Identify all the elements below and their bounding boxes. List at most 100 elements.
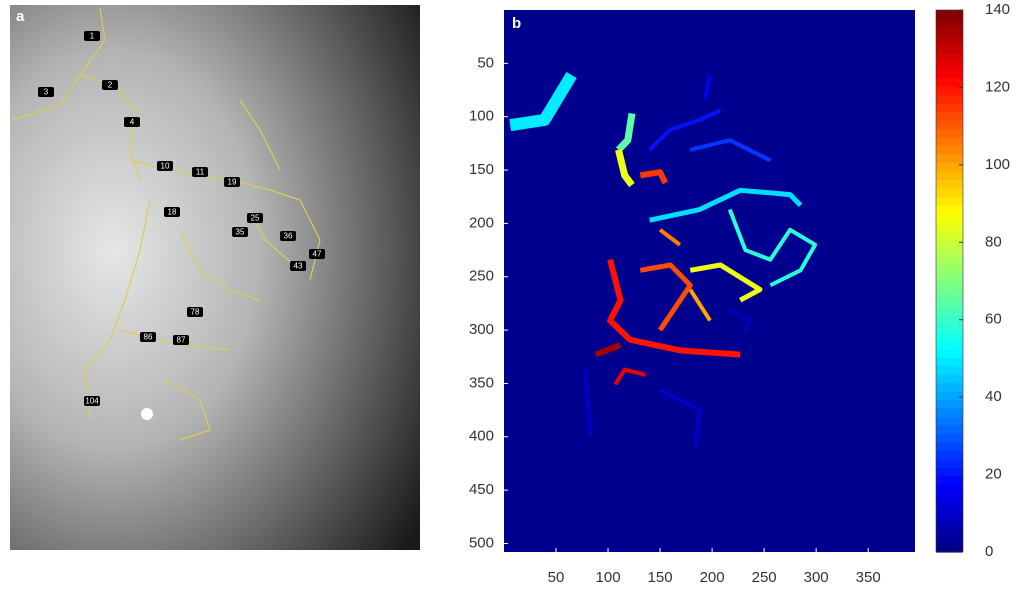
colorbar-tick-label: 20 <box>985 466 1002 483</box>
colorbar-swatch <box>936 111 963 121</box>
colorbar-swatch <box>936 264 963 274</box>
panel-b: b50 100 150 200 250 300 3505010015020025030035… <box>469 1 1010 586</box>
colorbar-swatch <box>936 137 963 147</box>
node-label-text: 47 <box>313 250 322 259</box>
y-tick-label: 500 <box>469 534 494 551</box>
x-tick-label: 100 <box>596 569 621 586</box>
node-label-box <box>84 396 100 406</box>
trace <box>689 262 763 303</box>
trace <box>649 187 803 223</box>
trace <box>727 208 818 288</box>
colorbar-swatch <box>936 484 963 494</box>
colorbar-tick-label: 80 <box>985 233 1002 250</box>
colorbar-swatch <box>936 60 963 70</box>
colorbar-swatch <box>936 170 963 180</box>
y-tick-label: 150 <box>469 161 494 178</box>
colorbar-swatch <box>936 306 963 316</box>
y-tick-label: 200 <box>469 214 494 231</box>
trace <box>702 74 712 101</box>
colorbar-tick-label: 100 <box>985 156 1010 173</box>
node-label-box <box>38 87 54 97</box>
y-tick-label: 50 <box>477 54 494 71</box>
node-label-text: 86 <box>144 333 153 342</box>
colorbar-swatch <box>936 543 963 553</box>
colorbar-tick-label: 120 <box>985 78 1010 95</box>
trace <box>659 388 702 446</box>
colorbar-swatch <box>936 187 963 197</box>
colorbar-swatch <box>936 10 963 20</box>
colorbar-swatch <box>936 281 963 291</box>
colorbar-swatch <box>936 408 963 418</box>
node-label-box <box>192 167 208 177</box>
colorbar-tick-label: 60 <box>985 311 1002 328</box>
node-label: 47 <box>309 249 325 259</box>
colorbar-swatch <box>936 365 963 375</box>
colorbar-swatch <box>936 492 963 502</box>
node-label-box <box>224 177 240 187</box>
colorbar-frame <box>935 9 964 553</box>
x-tick-label: 250 <box>752 569 777 586</box>
colorbar-swatch <box>936 128 963 138</box>
colorbar-swatch <box>936 391 963 401</box>
colorbar-swatch <box>936 399 963 409</box>
colorbar-swatch <box>936 348 963 358</box>
trace <box>615 148 635 188</box>
panel-label: b <box>512 15 521 32</box>
colorbar-swatch <box>936 52 963 62</box>
trace <box>639 169 668 185</box>
node-label-box <box>102 80 118 90</box>
colorbar-swatch <box>936 424 963 435</box>
node-label: 1 <box>84 31 100 41</box>
colorbar-swatch <box>936 255 963 265</box>
node-label-text: 3 <box>44 88 49 97</box>
colorbar-swatch <box>936 475 963 485</box>
node-label: 11 <box>192 167 208 177</box>
trace <box>613 367 647 386</box>
node-label-box <box>157 161 173 171</box>
node-label-text: 1 <box>90 32 95 41</box>
node-label-text: 87 <box>177 336 186 345</box>
trace <box>583 369 593 435</box>
colorbar-swatch <box>936 297 963 308</box>
trace <box>639 262 693 332</box>
trace <box>648 108 722 152</box>
colorbar-swatch <box>936 441 963 451</box>
node-label: 43 <box>290 261 306 271</box>
node-label-text: 19 <box>228 178 237 187</box>
trace <box>658 228 682 247</box>
trace <box>607 258 741 358</box>
node-label-text: 78 <box>191 308 200 317</box>
colorbar-swatch <box>936 272 963 282</box>
colorbar-swatch <box>936 103 963 113</box>
node-label: 18 <box>164 207 180 217</box>
colorbar-swatch <box>936 18 963 28</box>
colorbar-swatch <box>936 458 963 468</box>
node-label-box <box>124 117 140 127</box>
colorbar-swatch <box>936 357 963 367</box>
node-label-text: 104 <box>85 397 99 406</box>
y-tick-label: 450 <box>469 481 494 498</box>
node-label-box <box>309 249 325 259</box>
node-label-text: 18 <box>168 208 177 217</box>
node-label-box <box>140 332 156 342</box>
trace <box>615 112 636 153</box>
colorbar-swatch <box>936 340 963 350</box>
colorbar-swatch <box>936 323 963 333</box>
colorbar-tick-label: 140 <box>985 1 1010 18</box>
colorbar-swatch <box>936 196 963 206</box>
colorbar-swatch <box>936 501 963 511</box>
y-tick-label: 400 <box>469 428 494 445</box>
node-label: 10 <box>157 161 173 171</box>
trace <box>688 288 712 322</box>
node-label-text: 11 <box>196 168 205 177</box>
node-label-text: 2 <box>108 81 113 90</box>
colorbar-swatch <box>936 416 963 426</box>
node-label: 104 <box>84 396 100 406</box>
colorbar-swatch <box>936 374 963 384</box>
x-tick-label: 300 <box>804 569 829 586</box>
colorbar-swatch <box>936 35 963 45</box>
colorbar-swatch <box>936 204 963 214</box>
colorbar-swatch <box>936 69 963 79</box>
node-label-text: 36 <box>284 232 293 241</box>
